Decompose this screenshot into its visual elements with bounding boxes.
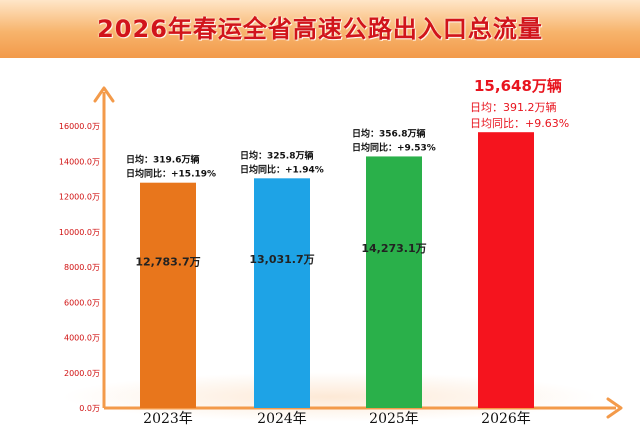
data-label-yoy: 日均同比：+9.53% [352,141,436,153]
x-tick-label: 2023年 [143,411,193,426]
chart-title: 2026年春运全省高速公路出入口总流量 [97,15,543,43]
data-label-yoy: 日均同比：+1.94% [240,163,324,175]
x-tick-label: 2024年 [257,411,307,426]
data-label-daily-avg: 日均：391.2万辆 [470,100,557,114]
bar [366,156,422,408]
y-tick-label: 12000.0万 [59,193,100,202]
title-banner [0,0,640,58]
y-tick-label: 2000.0万 [64,369,100,378]
bar [254,178,310,408]
data-label-value: 15,648万辆 [474,77,562,95]
bar [140,182,196,408]
data-label-value: 12,783.7万 [135,255,200,268]
x-axis-arrow [606,397,623,419]
y-tick-label: 10000.0万 [59,228,100,237]
y-tick-label: 8000.0万 [64,263,100,272]
data-label-daily-avg: 日均：325.8万辆 [240,149,313,161]
y-tick-label: 4000.0万 [64,334,100,343]
y-tick-label: 14000.0万 [59,157,100,166]
data-label-value: 14,273.1万 [361,242,426,255]
data-label-daily-avg: 日均：319.6万辆 [126,154,199,166]
x-tick-label: 2025年 [369,411,419,426]
y-tick-label: 6000.0万 [64,298,100,307]
data-label-daily-avg: 日均：356.8万辆 [352,127,425,139]
y-tick-label: 16000.0万 [59,122,100,131]
data-label-value: 13,031.7万 [249,253,314,266]
data-label-yoy: 日均同比：+9.63% [470,117,569,130]
x-tick-label: 2026年 [481,411,531,426]
data-label-yoy: 日均同比：+15.19% [126,168,216,180]
y-tick-label: 0.0万 [79,404,100,413]
y-axis-arrow [93,86,115,103]
bar [478,132,534,409]
